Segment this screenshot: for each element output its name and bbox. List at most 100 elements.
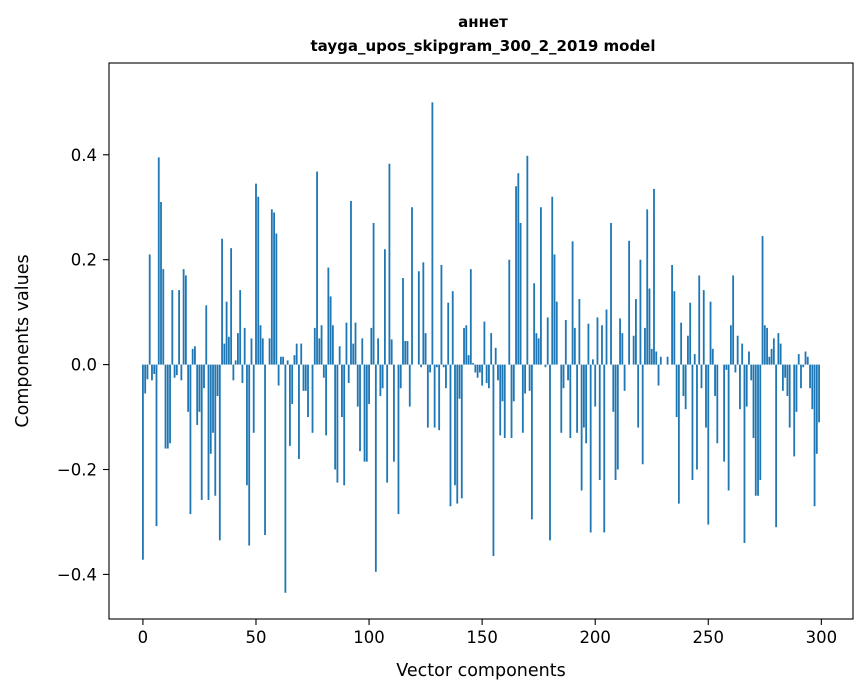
bar-component-107	[383, 249, 386, 365]
bar-component-81	[325, 364, 327, 436]
bar-component-279	[772, 338, 775, 365]
bar-component-84	[331, 325, 334, 365]
bar-component-123	[420, 364, 422, 368]
bar-component-299	[818, 364, 820, 423]
bar-component-6	[155, 364, 158, 527]
bar-component-183	[555, 301, 558, 365]
bar-component-12	[169, 364, 171, 444]
bar-component-289	[795, 364, 798, 412]
bar-component-98	[363, 364, 366, 462]
bar-component-201	[596, 317, 599, 365]
bar-component-223	[646, 209, 649, 365]
bar-component-234	[671, 264, 673, 365]
bar-component-239	[682, 364, 685, 397]
bar-component-20	[187, 364, 190, 412]
bar-component-63	[284, 364, 287, 593]
bar-component-248	[702, 290, 705, 365]
bar-component-224	[648, 288, 651, 365]
bar-component-119	[411, 207, 413, 365]
bar-component-297	[813, 364, 816, 507]
bar-component-195	[582, 364, 585, 428]
bar-component-209	[614, 364, 617, 480]
bar-component-17	[180, 364, 183, 381]
bar-component-18	[182, 269, 185, 365]
bar-component-79	[320, 325, 323, 365]
bar-component-13	[171, 290, 174, 365]
bar-component-40	[232, 364, 235, 381]
bar-component-25	[198, 364, 201, 412]
bar-component-190	[571, 241, 574, 365]
bar-component-280	[775, 364, 778, 528]
bar-component-94	[354, 322, 357, 365]
bar-component-37	[225, 301, 228, 365]
bar-component-41	[234, 360, 237, 365]
bar-component-202	[598, 364, 601, 480]
bar-component-185	[560, 364, 563, 433]
bar-component-146	[472, 363, 474, 365]
bar-component-298	[815, 364, 818, 454]
plot-area-frame	[108, 62, 854, 620]
bar-component-172	[530, 364, 533, 520]
bar-component-61	[279, 356, 282, 365]
bar-component-16	[178, 290, 181, 365]
bar-component-4	[151, 364, 153, 381]
bar-component-294	[806, 356, 809, 365]
bar-component-136	[449, 364, 452, 507]
bar-component-162	[508, 259, 511, 365]
bar-component-39	[230, 248, 233, 365]
bar-component-129	[433, 364, 436, 428]
bar-component-118	[408, 364, 411, 407]
bar-component-68	[295, 343, 298, 365]
bar-component-99	[365, 364, 368, 462]
y-axis-label: Components values	[13, 254, 33, 427]
bar-component-11	[166, 364, 169, 449]
bar-component-152	[485, 364, 488, 383]
bar-component-159	[501, 364, 504, 402]
bar-component-263	[736, 335, 739, 365]
bar-component-58	[273, 212, 275, 365]
bar-series	[142, 102, 820, 593]
x-tick-label: 100	[353, 628, 385, 647]
bar-component-91	[347, 364, 350, 383]
bar-component-122	[417, 271, 420, 365]
bar-component-97	[361, 338, 364, 365]
bar-component-225	[650, 348, 653, 365]
bar-component-125	[424, 333, 427, 365]
bar-component-247	[700, 364, 703, 389]
bar-component-243	[691, 364, 694, 480]
bar-component-76	[313, 327, 316, 365]
bar-component-261	[732, 275, 735, 365]
bar-component-131	[438, 364, 441, 431]
bar-component-29	[207, 364, 210, 500]
bar-component-50	[255, 183, 257, 365]
bar-component-14	[173, 364, 176, 378]
bar-component-42	[237, 333, 239, 365]
bar-component-114	[399, 364, 402, 389]
bar-component-38	[227, 336, 230, 365]
x-tick-label: 150	[466, 628, 498, 647]
bar-component-62	[282, 356, 285, 365]
bar-component-103	[374, 364, 377, 572]
bar-component-180	[549, 364, 551, 541]
bar-component-36	[223, 343, 226, 365]
bar-component-211	[619, 318, 621, 365]
bar-component-93	[352, 343, 355, 365]
bar-component-229	[659, 356, 662, 365]
bar-component-135	[447, 302, 450, 365]
bar-component-2	[146, 364, 149, 380]
bar-component-222	[644, 327, 646, 365]
bar-component-104	[377, 338, 380, 365]
x-tick-label: 250	[693, 628, 725, 647]
bar-component-178	[544, 364, 547, 368]
bar-component-54	[264, 364, 266, 536]
bar-component-64	[286, 360, 289, 365]
bar-component-272	[757, 364, 759, 496]
bar-component-192	[576, 364, 579, 433]
bar-component-117	[406, 341, 409, 365]
bar-component-147	[474, 364, 477, 373]
bar-component-182	[553, 254, 556, 365]
bar-component-57	[270, 209, 273, 365]
bar-component-23	[194, 346, 196, 365]
bar-component-175	[537, 338, 540, 365]
